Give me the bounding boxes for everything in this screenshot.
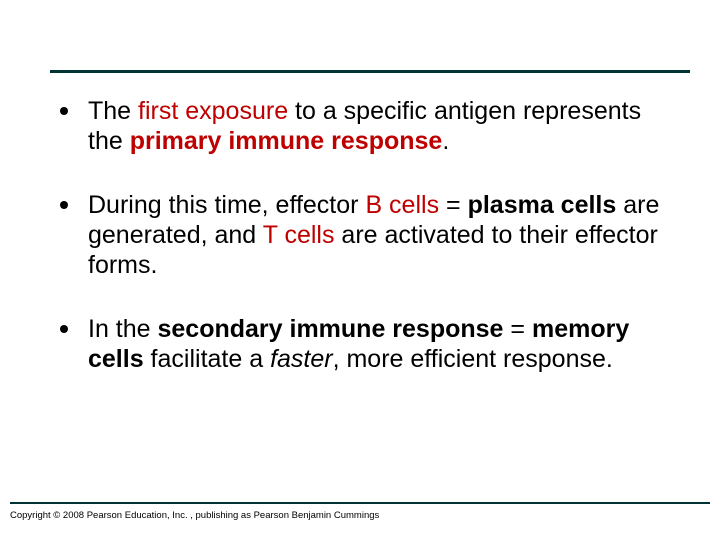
text-run: secondary immune response (158, 315, 504, 343)
bottom-divider (10, 502, 710, 504)
text-run: , more efficient response. (333, 345, 613, 373)
text-run: facilitate a (144, 345, 270, 373)
text-run: In the (88, 315, 158, 343)
text-run: The (88, 97, 138, 125)
bullet-dot-icon (60, 325, 68, 333)
bullet-list: The first exposure to a specific antigen… (60, 96, 670, 374)
bullet-item: In the secondary immune response = memor… (60, 314, 670, 374)
text-run: plasma cells (468, 191, 617, 219)
text-run: During this time, effector (88, 191, 365, 219)
copyright-text: Copyright © 2008 Pearson Education, Inc.… (10, 510, 379, 521)
text-run: . (442, 127, 449, 155)
slide-body: The first exposure to a specific antigen… (60, 96, 670, 408)
text-run: = (503, 315, 532, 343)
text-run: B cells (365, 191, 439, 219)
slide: The first exposure to a specific antigen… (0, 0, 720, 540)
bullet-dot-icon (60, 107, 68, 115)
text-run: T cells (263, 221, 335, 249)
bullet-item: During this time, effector B cells = pla… (60, 190, 670, 280)
text-run: first exposure (138, 97, 288, 125)
text-run: = (439, 191, 468, 219)
text-run: faster (270, 345, 333, 373)
text-run: primary immune response (130, 127, 443, 155)
bullet-dot-icon (60, 201, 68, 209)
top-divider (50, 70, 690, 73)
bullet-item: The first exposure to a specific antigen… (60, 96, 670, 156)
